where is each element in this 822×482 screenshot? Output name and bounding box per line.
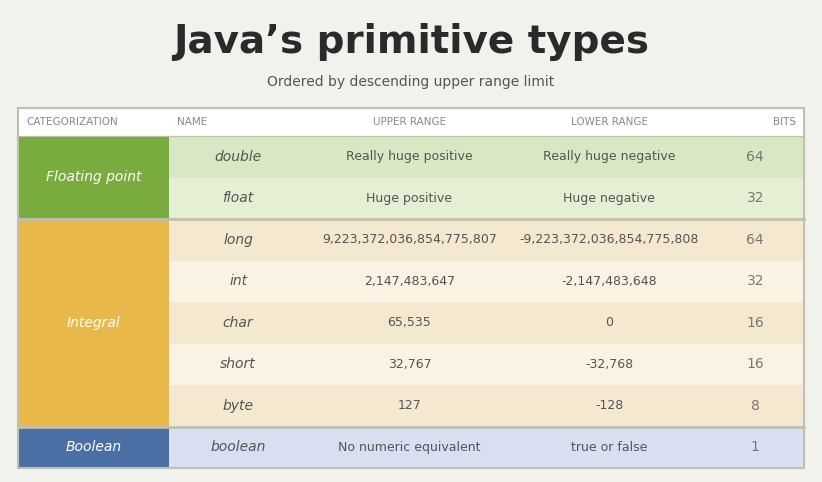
Text: UPPER RANGE: UPPER RANGE xyxy=(373,117,446,127)
Text: 64: 64 xyxy=(746,150,764,164)
Text: Ordered by descending upper range limit: Ordered by descending upper range limit xyxy=(267,75,555,89)
Bar xyxy=(169,177,804,219)
Text: byte: byte xyxy=(223,399,253,413)
Bar xyxy=(169,302,804,344)
Bar xyxy=(18,108,804,136)
Text: Floating point: Floating point xyxy=(46,171,141,185)
Text: Really huge negative: Really huge negative xyxy=(543,150,676,163)
Bar xyxy=(18,136,169,219)
Text: Java’s primitive types: Java’s primitive types xyxy=(173,23,649,61)
Bar xyxy=(169,136,804,177)
Text: double: double xyxy=(215,150,261,164)
Text: Huge positive: Huge positive xyxy=(367,192,452,205)
Bar xyxy=(18,219,169,427)
Text: 16: 16 xyxy=(746,316,764,330)
Text: float: float xyxy=(223,191,254,205)
Text: -32,768: -32,768 xyxy=(585,358,633,371)
Text: long: long xyxy=(223,233,253,247)
Text: 64: 64 xyxy=(746,233,764,247)
Text: 32: 32 xyxy=(746,274,764,288)
Text: CATEGORIZATION: CATEGORIZATION xyxy=(26,117,118,127)
Text: 0: 0 xyxy=(605,316,613,329)
Text: LOWER RANGE: LOWER RANGE xyxy=(570,117,648,127)
Text: Integral: Integral xyxy=(67,316,120,330)
Text: -128: -128 xyxy=(595,399,623,412)
Text: -2,147,483,648: -2,147,483,648 xyxy=(561,275,657,288)
Text: boolean: boolean xyxy=(210,440,266,454)
Bar xyxy=(18,108,804,468)
Bar xyxy=(169,219,804,260)
Bar xyxy=(18,427,169,468)
Text: -9,223,372,036,854,775,808: -9,223,372,036,854,775,808 xyxy=(520,233,699,246)
Text: No numeric equivalent: No numeric equivalent xyxy=(338,441,481,454)
Text: 16: 16 xyxy=(746,357,764,371)
Text: char: char xyxy=(223,316,253,330)
Text: NAME: NAME xyxy=(177,117,207,127)
Text: Really huge positive: Really huge positive xyxy=(346,150,473,163)
Text: true or false: true or false xyxy=(571,441,647,454)
Text: short: short xyxy=(220,357,256,371)
Text: 32: 32 xyxy=(746,191,764,205)
Text: 9,223,372,036,854,775,807: 9,223,372,036,854,775,807 xyxy=(322,233,496,246)
Text: int: int xyxy=(229,274,247,288)
Text: 127: 127 xyxy=(398,399,422,412)
Bar xyxy=(169,344,804,385)
Text: 32,767: 32,767 xyxy=(388,358,432,371)
Bar xyxy=(169,385,804,427)
Bar xyxy=(169,260,804,302)
Bar xyxy=(169,427,804,468)
Text: 8: 8 xyxy=(750,399,760,413)
Text: BITS: BITS xyxy=(773,117,796,127)
Text: 2,147,483,647: 2,147,483,647 xyxy=(364,275,455,288)
Text: Huge negative: Huge negative xyxy=(563,192,655,205)
Text: 65,535: 65,535 xyxy=(387,316,432,329)
Text: 1: 1 xyxy=(750,440,760,454)
Text: Boolean: Boolean xyxy=(66,440,122,454)
